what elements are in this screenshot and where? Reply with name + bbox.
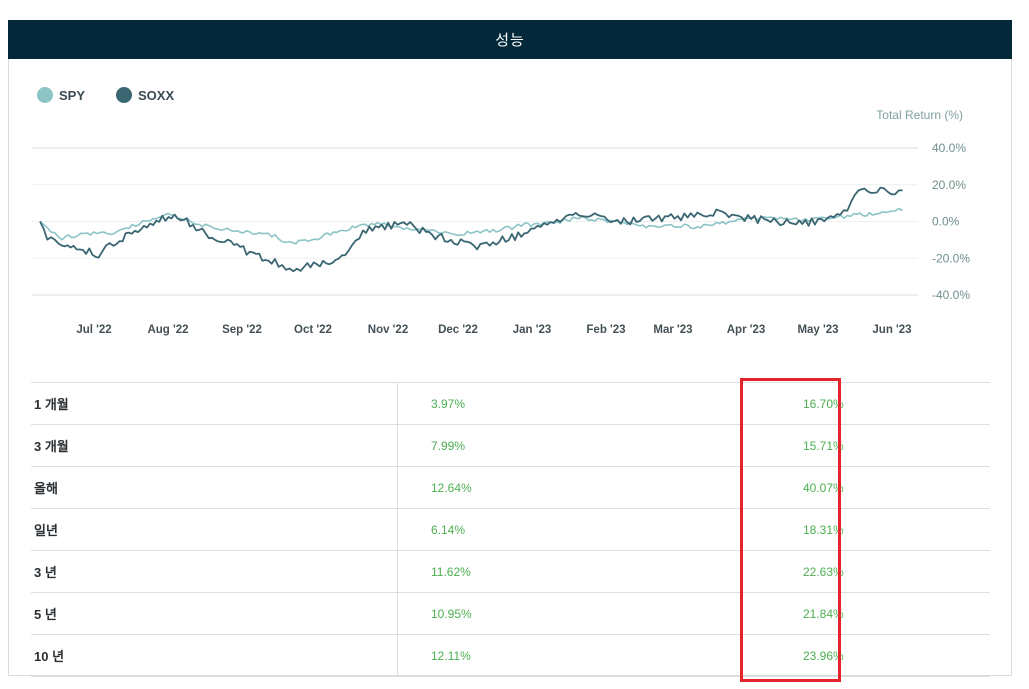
highlight-box [740, 378, 841, 682]
soxx-return: 15.71% [776, 424, 990, 467]
y-tick-label: -40.0% [932, 288, 970, 302]
period-label: 5 년 [31, 592, 398, 635]
soxx-return: 22.63% [776, 550, 990, 593]
x-tick-label: Jun '23 [872, 324, 911, 336]
legend-dot-spy [37, 87, 53, 103]
soxx-return: 23.96% [776, 634, 990, 677]
legend-label-soxx: SOXX [138, 87, 175, 103]
soxx-return: 18.31% [776, 508, 990, 551]
soxx-return: 21.84% [776, 592, 990, 635]
soxx-return: 16.70% [776, 382, 990, 425]
chart-series [39, 186, 903, 273]
series-line-soxx [39, 186, 903, 273]
performance-table: 1 개월 3.97% 16.70% 3 개월 7.99% 15.71% 올해 1… [31, 382, 990, 677]
spy-return: 3.97% [397, 382, 776, 425]
table-row: 10 년 12.11% 23.96% [31, 634, 990, 677]
y-tick-label: 20.0% [932, 178, 966, 192]
spy-return: 6.14% [397, 508, 776, 551]
x-axis-ticks: Jul '22 Aug '22 Sep '22 Oct '22 Nov '22 Dec '… [76, 324, 911, 336]
spy-return: 7.99% [397, 424, 776, 467]
spy-return: 12.11% [397, 634, 776, 677]
y-tick-label: 0.0% [932, 215, 960, 229]
line-chart: 40.0% 20.0% 0.0% -20.0% -40.0% Jul '22 Aug '2… [32, 141, 970, 336]
period-label: 일년 [31, 508, 398, 551]
x-tick-label: Oct '22 [294, 324, 332, 336]
table-row: 1 개월 3.97% 16.70% [31, 382, 990, 425]
table-row: 올해 12.64% 40.07% [31, 466, 990, 509]
y-tick-label: 40.0% [932, 141, 966, 155]
x-tick-label: May '23 [797, 324, 838, 336]
spy-return: 10.95% [397, 592, 776, 635]
period-label: 올해 [31, 466, 398, 509]
page-title: 성능 [495, 32, 525, 49]
x-tick-label: Feb '23 [586, 324, 625, 336]
spy-return: 11.62% [397, 550, 776, 593]
x-tick-label: Dec '22 [438, 324, 478, 336]
x-tick-label: Jan '23 [513, 324, 552, 336]
x-tick-label: Sep '22 [222, 324, 262, 336]
y-axis-ticks: 40.0% 20.0% 0.0% -20.0% -40.0% [932, 141, 970, 302]
chart-legend: SPY SOXX [37, 87, 205, 103]
x-tick-label: Apr '23 [727, 324, 766, 336]
x-tick-label: Jul '22 [76, 324, 111, 336]
spy-return: 12.64% [397, 466, 776, 509]
performance-header: 성능 [8, 20, 1012, 59]
period-label: 3 년 [31, 550, 398, 593]
legend-dot-soxx [116, 87, 133, 103]
period-label: 10 년 [31, 634, 398, 677]
table-row: 일년 6.14% 18.31% [31, 508, 990, 551]
x-tick-label: Mar '23 [653, 324, 692, 336]
table-row: 5 년 10.95% 21.84% [31, 592, 990, 635]
soxx-return: 40.07% [776, 466, 990, 509]
table-row: 3 년 11.62% 22.63% [31, 550, 990, 593]
legend-item-soxx[interactable]: SOXX [116, 87, 174, 103]
x-tick-label: Nov '22 [368, 324, 408, 336]
series-line-spy [39, 207, 903, 245]
chart-grid [32, 147, 918, 296]
x-tick-label: Aug '22 [147, 324, 188, 336]
legend-item-spy[interactable]: SPY [37, 87, 85, 103]
y-tick-label: -20.0% [932, 251, 970, 265]
y-axis-title: Total Return (%) [876, 108, 963, 122]
period-label: 1 개월 [31, 382, 398, 425]
legend-label-spy: SPY [59, 87, 86, 103]
period-label: 3 개월 [31, 424, 398, 467]
table-row: 3 개월 7.99% 15.71% [31, 424, 990, 467]
